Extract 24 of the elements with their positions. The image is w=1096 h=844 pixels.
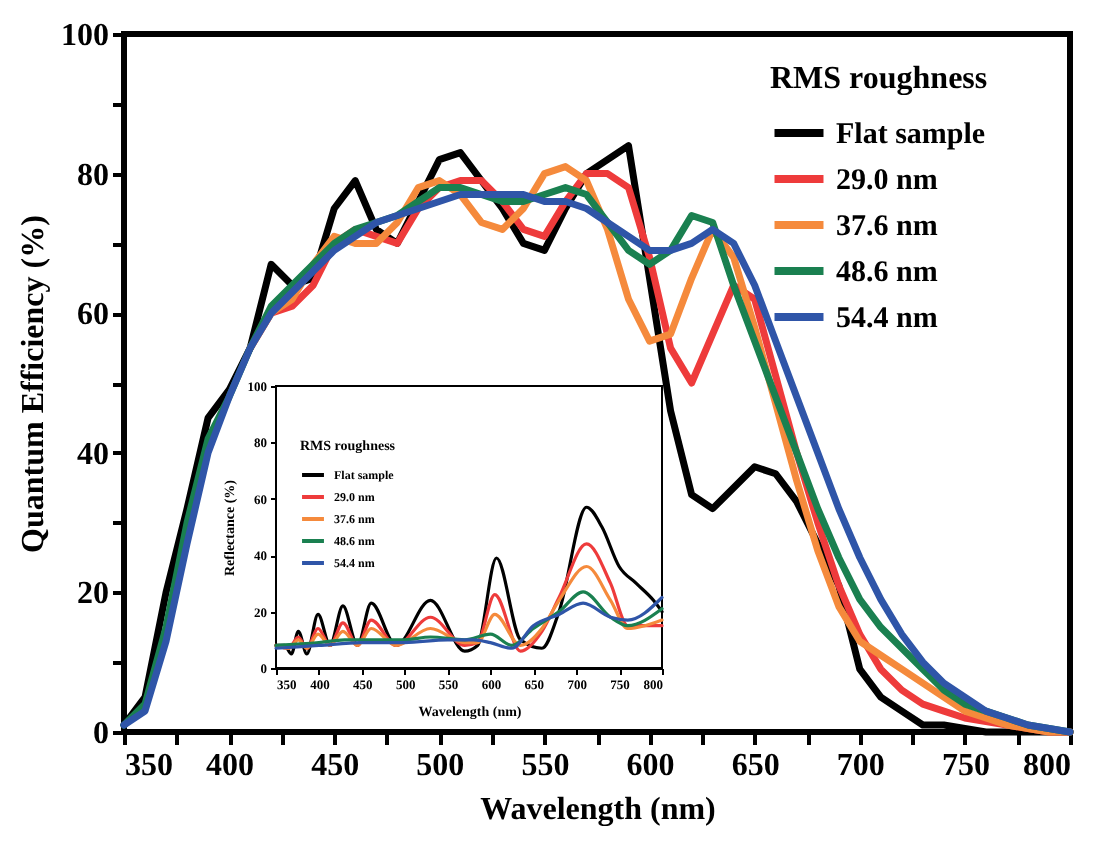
- x-tick-label: 350: [125, 749, 173, 783]
- x-tick-label: 400: [206, 749, 255, 783]
- x-tick-label: 650: [731, 749, 780, 783]
- y-axis-title: Quantum Efficiency (%): [17, 215, 51, 553]
- y-tick-label: 20: [77, 577, 109, 612]
- y-tick-label: 0: [93, 717, 109, 751]
- legend-label: 54.4 nm: [836, 303, 939, 335]
- legend-label: 29.0 nm: [836, 165, 939, 197]
- y-tick-label: 60: [77, 298, 109, 333]
- x-tick-label: 750: [941, 749, 990, 783]
- legend-title: RMS roughness: [770, 62, 988, 96]
- y-tick-label: 40: [77, 437, 109, 472]
- legend-label: 37.6 nm: [836, 211, 939, 243]
- x-tick-label: 800: [1023, 749, 1071, 783]
- x-tick-label: 700: [836, 749, 885, 783]
- x-axis-title: Wavelength (nm): [480, 793, 716, 827]
- x-tick-label: 600: [626, 749, 675, 783]
- x-tick-label: 450: [311, 749, 360, 783]
- x-tick-label: 500: [416, 749, 465, 783]
- legend-label: Flat sample: [836, 119, 986, 151]
- x-tick-label: 550: [521, 749, 570, 783]
- y-tick-label: 80: [77, 158, 109, 193]
- legend-label: 48.6 nm: [836, 257, 939, 289]
- y-tick-label: 100: [61, 19, 109, 53]
